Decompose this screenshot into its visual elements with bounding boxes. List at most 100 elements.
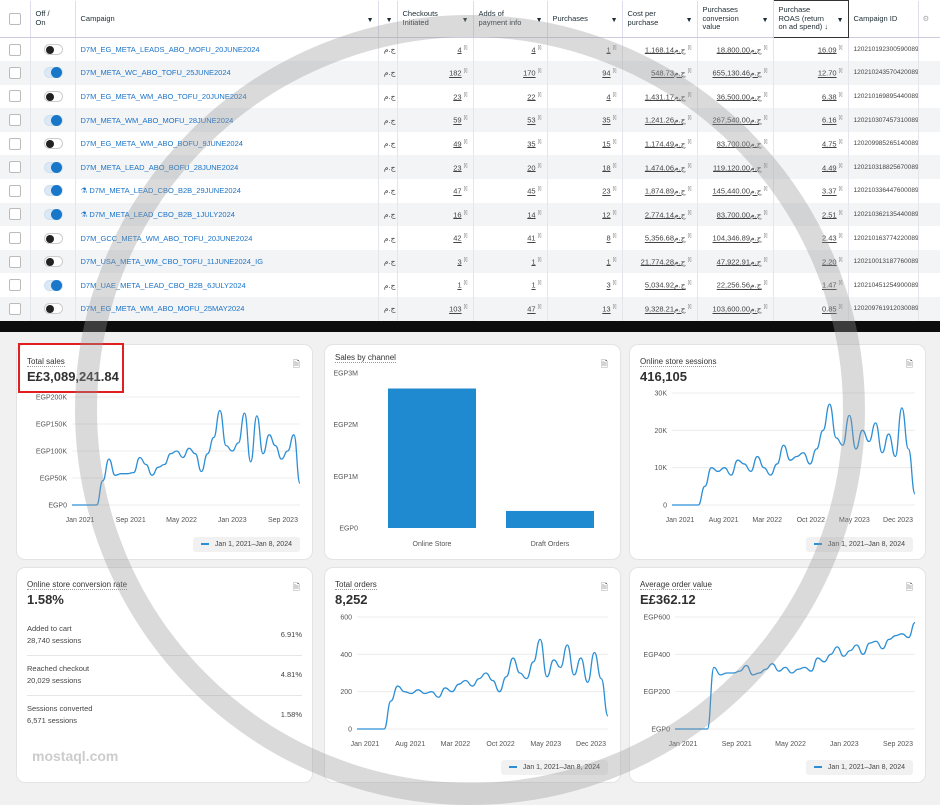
roas-value[interactable]: 2.43 (822, 233, 837, 243)
row-select[interactable] (0, 37, 31, 62)
checkouts-cell[interactable]: 59 [i] (397, 108, 474, 132)
checkouts-value[interactable]: 23 (453, 92, 462, 102)
info-icon[interactable]: [i] (537, 115, 542, 122)
purchases-value[interactable]: 3 (606, 280, 611, 290)
checkouts-cell[interactable]: 23 [i] (397, 84, 474, 109)
row-select[interactable] (0, 273, 31, 298)
cpp-cell[interactable]: 2,774.14ج.م [i] (622, 202, 698, 227)
roas-cell[interactable]: 2.51 [i] (773, 202, 849, 227)
campaign-name-cell[interactable]: D7M_META_WM_ABO_MOFU_28JUNE2024 (75, 108, 379, 132)
purchases-cell[interactable]: 35 [i] (547, 108, 623, 132)
info-icon[interactable]: [i] (612, 256, 617, 263)
header-roas[interactable]: Purchase ROAS (return on ad spend) ↓ ▼ (772, 0, 849, 38)
cpp-value[interactable]: 1,431.17 (644, 92, 675, 102)
roas-value[interactable]: 6.38 (822, 92, 837, 102)
campaign-toggle[interactable] (43, 208, 63, 220)
info-icon[interactable]: [i] (612, 68, 617, 75)
info-icon[interactable]: [i] (612, 115, 617, 122)
checkouts-cell[interactable]: 47 [i] (397, 179, 474, 203)
row-checkbox[interactable] (9, 43, 21, 56)
info-icon[interactable]: [i] (612, 280, 617, 287)
info-icon[interactable]: [i] (687, 186, 692, 193)
info-icon[interactable]: [i] (763, 209, 768, 216)
header-campaign-id[interactable]: Campaign ID (848, 0, 919, 38)
row-checkbox[interactable] (9, 279, 21, 292)
cpp-value[interactable]: 1,474.06 (644, 163, 675, 173)
info-icon[interactable]: [i] (838, 233, 843, 240)
header-hidden[interactable]: ▼ (378, 0, 398, 38)
roas-cell[interactable]: 0.85 [i] (773, 297, 849, 321)
info-icon[interactable]: [i] (763, 280, 768, 287)
toggle-cell[interactable] (30, 37, 76, 62)
header-conversion-value[interactable]: Purchases conversion value ▼ (697, 0, 774, 38)
checkouts-value[interactable]: 59 (453, 115, 462, 125)
roas-cell[interactable]: 2.43 [i] (773, 226, 849, 250)
purchases-cell[interactable]: 1 [i] (547, 249, 623, 274)
adds-cell[interactable]: 1 [i] (473, 249, 548, 274)
value-cell[interactable]: 267,540.00ج.م [i] (697, 108, 774, 132)
info-icon[interactable]: [i] (463, 280, 468, 287)
column-settings-gear-icon[interactable]: ⚙ (918, 0, 940, 38)
adds-value[interactable]: 35 (527, 139, 536, 149)
adds-value[interactable]: 1 (531, 257, 536, 267)
campaign-toggle[interactable] (43, 185, 63, 197)
purchases-value[interactable]: 13 (602, 304, 611, 314)
checkouts-cell[interactable]: 103 [i] (397, 297, 474, 321)
purchases-cell[interactable]: 8 [i] (547, 226, 623, 250)
adds-cell[interactable]: 22 [i] (473, 84, 548, 109)
info-icon[interactable]: [i] (763, 115, 768, 122)
purchases-value[interactable]: 94 (602, 68, 611, 78)
row-checkbox[interactable] (9, 114, 21, 127)
cpp-cell[interactable]: 1,241.26ج.م [i] (622, 108, 698, 132)
info-icon[interactable]: [i] (463, 138, 468, 145)
info-icon[interactable]: [i] (687, 138, 692, 145)
info-icon[interactable]: [i] (838, 162, 843, 169)
info-icon[interactable]: [i] (763, 304, 768, 311)
value-cell[interactable]: 18,800.00ج.م [i] (697, 37, 774, 62)
value-cell[interactable]: 36,500.00ج.م [i] (697, 84, 774, 109)
header-checkouts[interactable]: Checkouts Initiated ▼ (397, 0, 474, 38)
checkouts-value[interactable]: 1 (457, 280, 462, 290)
checkouts-cell[interactable]: 16 [i] (397, 202, 474, 227)
campaign-toggle[interactable] (43, 279, 63, 291)
aov-title[interactable]: Average order value (640, 580, 712, 590)
campaign-toggle[interactable] (43, 138, 63, 150)
roas-value[interactable]: 6.16 (822, 115, 837, 125)
purchases-value[interactable]: 1 (606, 257, 611, 267)
row-select[interactable] (0, 108, 31, 132)
roas-cell[interactable]: 6.38 [i] (773, 84, 849, 109)
toggle-cell[interactable] (30, 61, 76, 85)
row-select[interactable] (0, 131, 31, 156)
adds-cell[interactable]: 1 [i] (473, 273, 548, 298)
value-value[interactable]: 83,700.00 (716, 139, 751, 149)
adds-value[interactable]: 41 (527, 233, 536, 243)
value-value[interactable]: 22,256.56 (716, 280, 751, 290)
cpp-cell[interactable]: 5,034.92ج.م [i] (622, 273, 698, 298)
row-checkbox[interactable] (9, 208, 21, 221)
info-icon[interactable]: [i] (763, 256, 768, 263)
header-cost-per-purchase[interactable]: Cost per purchase ▼ (622, 0, 698, 38)
conversion-title[interactable]: Online store conversion rate (27, 580, 128, 590)
roas-cell[interactable]: 6.16 [i] (773, 108, 849, 132)
campaign-name-cell[interactable]: D7M_META_WC_ABO_TOFU_25JUNE2024 (75, 61, 379, 85)
toggle-cell[interactable] (30, 131, 76, 156)
roas-value[interactable]: 3.37 (822, 186, 837, 196)
sort-chevron-icon[interactable]: ▼ (461, 16, 469, 24)
info-icon[interactable]: [i] (838, 68, 843, 75)
checkouts-cell[interactable]: 49 [i] (397, 131, 474, 156)
info-icon[interactable]: [i] (463, 91, 468, 98)
value-cell[interactable]: 83,700.00ج.م [i] (697, 202, 774, 227)
adds-cell[interactable]: 41 [i] (473, 226, 548, 250)
campaign-name-cell[interactable]: D7M_META_LEAD_ABO_BOFU_28JUNE2024 (75, 155, 379, 180)
purchases-cell[interactable]: 18 [i] (547, 155, 623, 180)
select-all-checkbox[interactable] (9, 12, 21, 25)
campaign-link[interactable]: D7M_META_LEAD_CBO_B2B_29JUNE2024 (89, 186, 241, 196)
adds-value[interactable]: 1 (531, 280, 536, 290)
cpp-cell[interactable]: 1,168.14ج.م [i] (622, 37, 698, 62)
sort-chevron-icon[interactable]: ▼ (385, 16, 393, 24)
checkouts-cell[interactable]: 3 [i] (397, 249, 474, 274)
sales-by-channel-title[interactable]: Sales by channel (335, 353, 396, 363)
checkouts-value[interactable]: 4 (457, 45, 462, 55)
info-icon[interactable]: [i] (463, 68, 468, 75)
info-icon[interactable]: [i] (612, 186, 617, 193)
